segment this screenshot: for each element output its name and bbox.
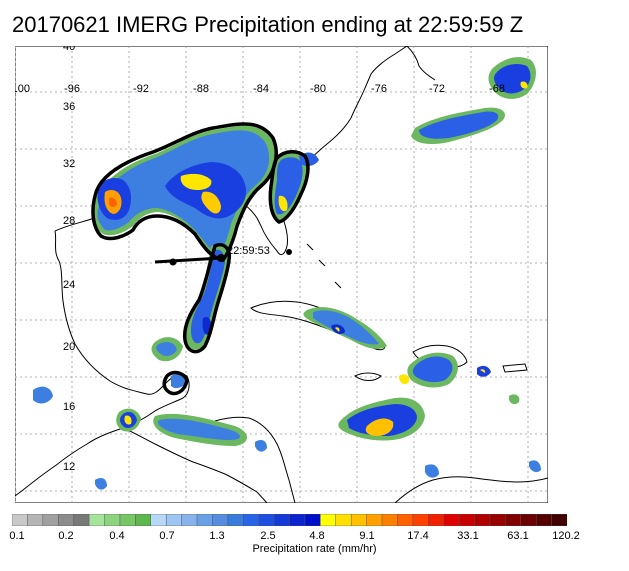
storm-marker-time: 22:59:53	[227, 245, 270, 257]
map-canvas: 22:59:53 40 36 32 28 24 20 16 12 -100 -9…	[15, 46, 548, 503]
lat-label-24: 24	[63, 279, 75, 291]
colorbar-swatch	[273, 514, 291, 526]
lat-label-36: 36	[63, 101, 75, 113]
lat-label-12: 12	[63, 461, 75, 473]
colorbar-swatch	[58, 514, 75, 526]
colorbar-swatch	[181, 514, 198, 526]
lon-label-80: -80	[310, 83, 326, 95]
lat-label-16: 16	[63, 401, 75, 413]
lat-label-32: 32	[63, 158, 75, 170]
lat-label-20: 20	[63, 341, 75, 353]
colorbar-swatch	[150, 514, 167, 526]
colorbar-swatch	[474, 514, 491, 526]
lat-label-28: 28	[63, 215, 75, 227]
storm-track	[154, 249, 292, 266]
colorbar-swatch	[397, 514, 414, 526]
colorbar-tick-10: 63.1	[507, 530, 529, 542]
colorbar-tick-6: 4.8	[309, 530, 325, 542]
colorbar-tick-3: 0.7	[159, 530, 175, 542]
colorbar-swatch	[243, 514, 260, 526]
colorbar-title: Precipitation rate (mm/hr)	[252, 543, 377, 555]
colorbar-swatch	[27, 514, 44, 526]
lon-label-96: -96	[64, 83, 80, 95]
colorbar-swatch	[381, 514, 398, 526]
precipitation-colorbar	[12, 514, 567, 526]
colorbar-tick-0: 0.1	[9, 530, 25, 542]
colorbar-swatch	[520, 514, 537, 526]
colorbar-swatch	[196, 514, 213, 526]
colorbar-swatch	[258, 514, 275, 526]
colorbar-tick-1: 0.2	[58, 530, 74, 542]
lon-label-72: -72	[429, 83, 445, 95]
colorbar-tick-2: 0.4	[109, 530, 125, 542]
precipitation-field	[33, 57, 541, 490]
colorbar-swatch	[489, 514, 506, 526]
lon-label-76: -76	[371, 83, 387, 95]
lat-label-40: 40	[63, 46, 75, 53]
colorbar-tick-4: 1.3	[209, 530, 225, 542]
colorbar-swatch	[227, 514, 244, 526]
colorbar-swatch	[551, 514, 567, 526]
colorbar-swatch	[12, 514, 28, 526]
colorbar-swatch	[335, 514, 352, 526]
lon-label-68: -68	[489, 83, 505, 95]
lon-label-88: -88	[193, 83, 209, 95]
colorbar-swatch	[535, 514, 553, 526]
lon-label-100: -100	[15, 83, 30, 95]
colorbar-swatch	[366, 514, 383, 526]
colorbar-swatch	[289, 514, 306, 526]
colorbar-swatch	[350, 514, 368, 526]
colorbar-swatch	[443, 514, 460, 526]
page-title: 20170621 IMERG Precipitation ending at 2…	[12, 12, 524, 37]
precipitation-map: 22:59:53 40 36 32 28 24 20 16 12 -100 -9…	[15, 46, 548, 503]
colorbar-swatch	[320, 514, 337, 526]
colorbar-swatch	[505, 514, 522, 526]
colorbar-swatch	[304, 514, 321, 526]
colorbar-swatch	[73, 514, 90, 526]
lon-label-84: -84	[253, 83, 269, 95]
colorbar-tick-labels: 0.1 0.2 0.4 0.7 1.3 2.5 4.8 9.1 17.4 33.…	[0, 530, 629, 546]
colorbar-swatch	[88, 514, 106, 526]
colorbar-swatch	[412, 514, 429, 526]
colorbar-tick-7: 9.1	[359, 530, 375, 542]
colorbar-swatch	[135, 514, 152, 526]
colorbar-swatch	[428, 514, 445, 526]
colorbar-tick-11: 120.2	[552, 530, 580, 542]
colorbar-swatch	[104, 514, 121, 526]
colorbar-swatch	[119, 514, 136, 526]
colorbar-tick-5: 2.5	[260, 530, 276, 542]
colorbar-tick-8: 17.4	[407, 530, 429, 542]
colorbar-tick-9: 33.1	[457, 530, 479, 542]
lon-label-92: -92	[133, 83, 149, 95]
colorbar-swatch	[42, 514, 59, 526]
colorbar-swatch	[212, 514, 229, 526]
thick-contours	[91, 122, 310, 396]
colorbar-swatch	[165, 514, 183, 526]
colorbar-swatch	[458, 514, 476, 526]
